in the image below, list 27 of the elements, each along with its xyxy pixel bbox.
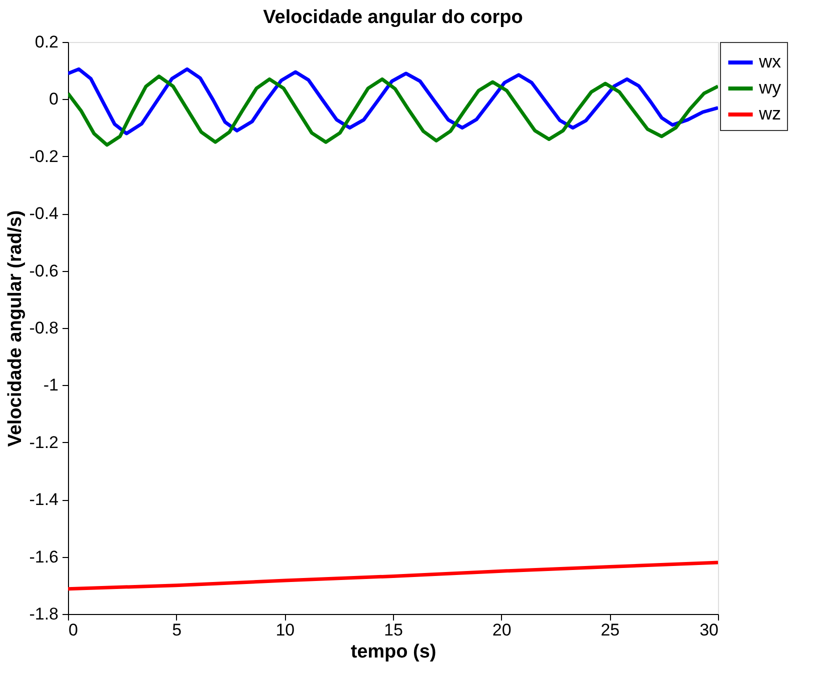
x-tick-label: 5 — [172, 620, 182, 640]
legend-label: wz — [758, 104, 781, 124]
y-axis-title: Velocidade angular (rad/s) — [5, 210, 26, 447]
y-tick-label: -0.4 — [29, 204, 58, 224]
x-tick-label: 20 — [492, 620, 512, 640]
y-tick-label: -1.8 — [29, 604, 58, 624]
line-series — [68, 560, 718, 591]
line-series — [68, 67, 718, 136]
x-axis-title: tempo (s) — [350, 642, 436, 662]
x-tick-label: 30 — [700, 620, 718, 640]
y-tick-label: -1 — [43, 376, 58, 395]
x-tick-label: 15 — [384, 620, 403, 640]
y-tick-label: -1.2 — [29, 432, 58, 452]
y-tick-label: -0.8 — [29, 318, 58, 338]
x-tick-label: 25 — [600, 620, 620, 640]
y-tick-label: -0.6 — [29, 261, 58, 280]
legend-label: wx — [758, 52, 781, 72]
y-tick-label: 0 — [49, 90, 58, 109]
y-tick-label: -1.4 — [29, 490, 58, 510]
y-tick-label: 0.2 — [34, 32, 58, 52]
x-tick-label: 0 — [68, 620, 78, 640]
legend-label: wy — [758, 78, 781, 98]
y-tick-label: -1.6 — [29, 547, 58, 566]
chart-title: Velocidade angular do corpo — [263, 7, 523, 28]
y-tick-label: -0.2 — [29, 146, 58, 166]
x-tick-label: 10 — [276, 620, 295, 640]
line-series — [68, 74, 718, 147]
